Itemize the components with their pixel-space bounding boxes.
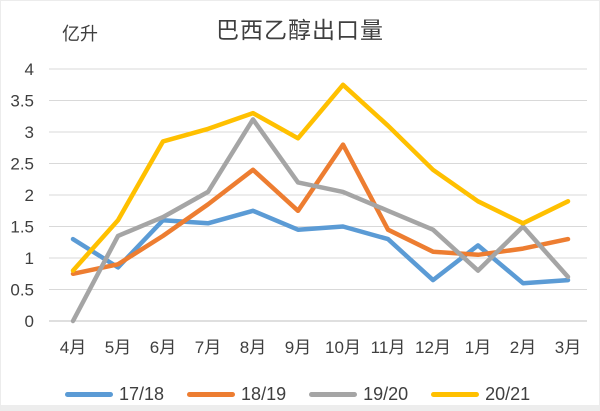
- y-tick-label: 2: [25, 186, 34, 205]
- y-axis-labels: 0 0.5 1 1.5 2 2.5 3 3.5 4: [10, 60, 34, 331]
- x-tick-label: 3月: [555, 338, 581, 357]
- x-tick-label: 12月: [415, 338, 451, 357]
- legend-swatch-20-21: [431, 391, 480, 397]
- y-tick-label: 4: [25, 60, 34, 79]
- x-tick-label: 5月: [105, 338, 131, 357]
- legend-item-17-18: 17/18: [65, 384, 164, 405]
- y-tick-label: 0.5: [10, 281, 34, 300]
- chart-legend: 17/18 18/19 19/20 20/21: [65, 382, 530, 406]
- legend-item-20-21: 20/21: [431, 384, 530, 405]
- series-line-18-19: [70, 142, 571, 277]
- bottom-edge-strip: [1, 405, 599, 410]
- x-tick-label: 7月: [195, 338, 221, 357]
- y-tick-label: 1.5: [10, 218, 34, 237]
- series-line-20-21: [70, 82, 571, 273]
- legend-label-17-18: 17/18: [119, 383, 165, 404]
- y-tick-label: 3.5: [10, 92, 34, 111]
- y-tick-label: 0: [25, 312, 34, 331]
- legend-label-18-19: 18/19: [241, 383, 287, 404]
- legend-swatch-18-19: [187, 391, 236, 397]
- legend-item-19-20: 19/20: [309, 384, 408, 405]
- y-tick-label: 1: [25, 249, 34, 268]
- legend-swatch-17-18: [65, 391, 113, 397]
- legend-swatch-19-20: [309, 391, 358, 397]
- y-axis-unit-label: 亿升: [62, 24, 98, 44]
- x-tick-label: 4月: [60, 338, 86, 357]
- series-lines: [70, 82, 571, 324]
- series-line-19-20: [70, 117, 571, 324]
- x-axis-labels: 4月 5月 6月 7月 8月 9月 10月 11月 12月 1月 2月 3月: [60, 338, 581, 357]
- x-tick-label: 1月: [465, 338, 491, 357]
- y-tick-label: 3: [25, 123, 34, 142]
- x-tick-label: 11月: [371, 338, 406, 357]
- x-tick-label: 9月: [285, 338, 311, 357]
- chart-title: 巴西乙醇出口量: [216, 17, 384, 43]
- legend-item-18-19: 18/19: [187, 384, 286, 405]
- gridlines: [49, 68, 587, 322]
- x-tick-label: 10月: [325, 338, 361, 357]
- legend-label-20-21: 20/21: [485, 383, 531, 404]
- y-tick-label: 2.5: [10, 155, 34, 174]
- x-tick-label: 6月: [150, 338, 176, 357]
- legend-label-19-20: 19/20: [363, 383, 409, 404]
- x-tick-label: 2月: [510, 338, 536, 357]
- x-tick-label: 8月: [240, 338, 266, 357]
